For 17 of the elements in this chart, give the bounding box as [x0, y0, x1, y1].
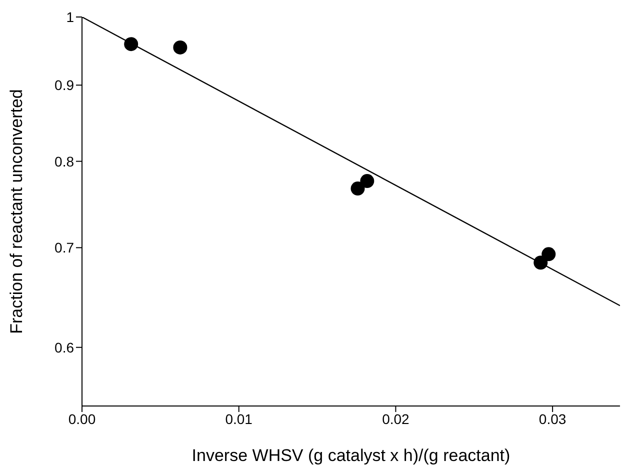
x-tick-label: 0.01 — [225, 410, 253, 427]
y-tick-label: 1 — [66, 8, 74, 25]
y-tick-label: 0.9 — [54, 77, 74, 94]
x-tick-label: 0.03 — [538, 410, 566, 427]
x-tick-label: 0.02 — [382, 410, 410, 427]
y-tick-label: 0.7 — [54, 240, 74, 256]
x-tick-label: 0.00 — [68, 410, 96, 427]
point — [350, 182, 365, 196]
point — [124, 37, 138, 52]
point — [534, 256, 548, 270]
y-tick-label: 0.6 — [54, 339, 74, 356]
y-tick-label: 0.8 — [54, 153, 74, 170]
point — [542, 247, 556, 262]
point — [360, 174, 374, 188]
point — [173, 40, 188, 54]
y-axis-title: Fraction of reactant unconverted — [7, 89, 26, 334]
x-axis-title: Inverse WHSV (g catalyst x h)/(g reactant) — [192, 446, 510, 465]
